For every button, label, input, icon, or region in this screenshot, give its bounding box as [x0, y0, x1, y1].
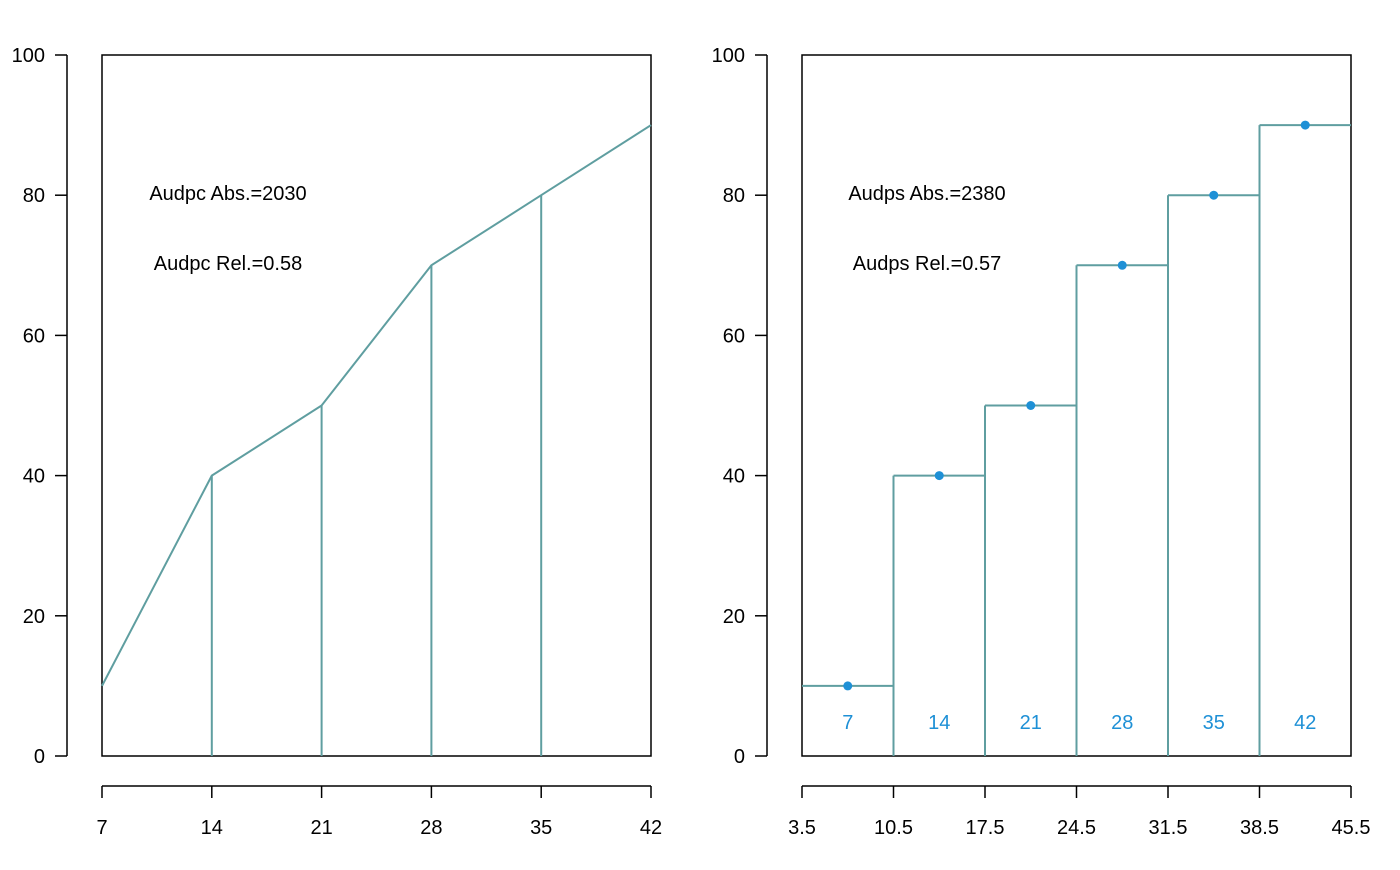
y-tick-label: 80	[723, 185, 745, 207]
audpc-plot-box	[101, 54, 652, 757]
x-tick-label: 28	[420, 817, 442, 839]
audps-point	[843, 681, 853, 691]
audpc-marks	[101, 124, 652, 756]
y-tick-label: 40	[723, 466, 745, 488]
x-tick-label: 21	[310, 817, 332, 839]
audpc-y-axis: 0 20 40 60 80 100	[12, 45, 68, 768]
x-tick-label: 10.5	[874, 817, 913, 839]
y-tick-label: 60	[23, 325, 45, 347]
audps-panel: 7 14 21 28 35 42 0 20 40 60 80 100 3.5 10.5 17.5 24.5…	[712, 45, 1371, 839]
audps-step-label: 28	[1111, 712, 1133, 734]
audps-step-label: 21	[1020, 712, 1042, 734]
y-tick-label: 20	[23, 606, 45, 628]
y-tick-label: 100	[12, 45, 45, 67]
y-tick-label: 0	[34, 746, 45, 768]
audps-point	[1209, 190, 1219, 200]
y-tick-label: 60	[723, 325, 745, 347]
audps-point	[1117, 260, 1127, 270]
x-tick-label: 38.5	[1240, 817, 1279, 839]
audps-point	[1026, 401, 1036, 410]
audps-step-label: 35	[1203, 712, 1225, 734]
x-tick-label: 7	[96, 817, 107, 839]
audps-abs-annotation: Audps Abs.=2380	[848, 183, 1005, 205]
x-tick-label: 45.5	[1332, 817, 1371, 839]
audpc-abs-annotation: Audpc Abs.=2030	[149, 183, 306, 205]
x-tick-label: 14	[201, 817, 223, 839]
audpc-rel-annotation: Audpc Rel.=0.58	[154, 253, 302, 275]
x-tick-label: 42	[640, 817, 662, 839]
x-tick-label: 24.5	[1057, 817, 1096, 839]
audpc-curve	[101, 124, 652, 687]
y-tick-label: 100	[712, 45, 745, 67]
audps-step-label: 7	[842, 712, 853, 734]
audps-step-label: 14	[928, 712, 950, 734]
audpc-panel: 0 20 40 60 80 100 7 14 21 28 35 42 Audpc Abs.=2030…	[12, 45, 663, 839]
y-tick-label: 20	[723, 606, 745, 628]
x-tick-label: 31.5	[1149, 817, 1188, 839]
audps-x-axis: 3.5 10.5 17.5 24.5 31.5 38.5 45.5	[788, 785, 1371, 839]
audpc-x-axis: 7 14 21 28 35 42	[96, 785, 662, 839]
audps-point	[934, 471, 944, 481]
y-tick-label: 80	[23, 185, 45, 207]
audps-y-axis: 0 20 40 60 80 100	[712, 45, 768, 768]
x-tick-label: 3.5	[788, 817, 816, 839]
audps-point	[1300, 120, 1310, 130]
x-tick-label: 17.5	[966, 817, 1005, 839]
y-tick-label: 40	[23, 466, 45, 488]
y-tick-label: 0	[734, 746, 745, 768]
audps-marks: 7 14 21 28 35 42	[802, 120, 1351, 756]
audps-rel-annotation: Audps Rel.=0.57	[853, 253, 1001, 275]
audps-step-label: 42	[1294, 712, 1316, 734]
x-tick-label: 35	[530, 817, 552, 839]
